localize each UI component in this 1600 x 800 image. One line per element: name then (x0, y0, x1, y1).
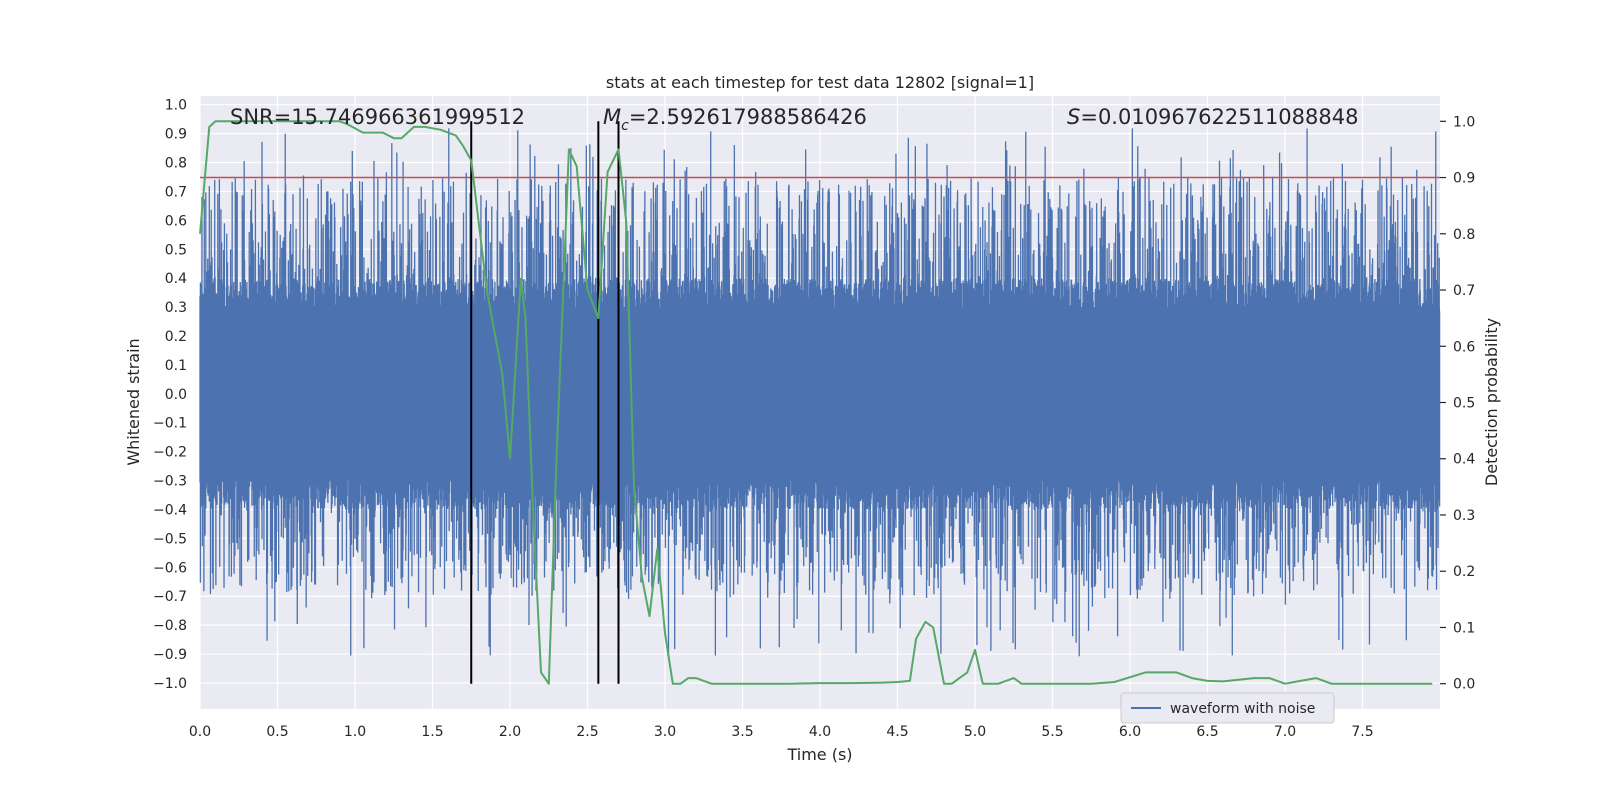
legend-box (1120, 692, 1335, 724)
s-symbol: S (1067, 105, 1080, 129)
probability-series (199, 120, 1433, 685)
x-tick-label: 4.0 (809, 724, 831, 740)
x-axis-title: Time (s) (786, 745, 852, 764)
y-tick-label-right: 0.9 (1453, 171, 1475, 187)
x-tick-label: 2.5 (576, 724, 598, 740)
x-tick-label: 6.0 (1119, 724, 1141, 740)
x-tick-label: 3.0 (654, 724, 676, 740)
waveform-core (200, 307, 1440, 481)
y-tick-label-right: 0.2 (1453, 564, 1475, 580)
y-tick-label-left: −0.6 (153, 560, 187, 576)
y-tick-label-left: 0.9 (165, 127, 187, 143)
x-tick-label: 6.5 (1196, 724, 1218, 740)
y-tick-label-left: −0.5 (153, 531, 187, 547)
chirp-mass-symbol: M (603, 105, 621, 129)
y-tick-label-left: 0.6 (165, 213, 187, 229)
y-tick-label-left: 0.1 (165, 358, 187, 374)
y-tick-label-left: 0.8 (165, 156, 187, 172)
x-tick-label: 3.5 (731, 724, 753, 740)
x-tick-label: 0.5 (266, 724, 288, 740)
y-tick-label-right: 0.0 (1453, 677, 1475, 693)
legend: waveform with noise (1120, 692, 1335, 724)
x-tick-label: 0.0 (189, 724, 211, 740)
y-tick-label-left: −0.3 (153, 474, 187, 490)
x-tick-label: 5.0 (964, 724, 986, 740)
y-tick-label-right: 0.3 (1453, 508, 1475, 524)
x-tick-label: 7.0 (1274, 724, 1296, 740)
y-tick-label-right: 0.5 (1453, 396, 1475, 412)
x-tick-label: 4.5 (886, 724, 908, 740)
y-tick-label-left: 0.3 (165, 300, 187, 316)
y-tick-label-right: 0.4 (1453, 452, 1475, 468)
y-tick-label-left: −0.2 (153, 445, 187, 461)
waveform-series (199, 128, 1441, 657)
y-tick-label-left: −0.9 (153, 647, 187, 663)
y-tick-label-right: 1.0 (1453, 114, 1475, 130)
y-ticks-left: 1.0 0.9 0.8 0.7 0.6 0.5 0.4 0.3 0.2 0.1 0.0 −0.1 −0.… (153, 98, 187, 692)
s-annotation: S=0.010967622511088848 (1067, 105, 1358, 129)
x-tick-label: 2.0 (499, 724, 521, 740)
y-tick-label-left: 0.4 (165, 271, 187, 287)
y-tick-label-left: −0.8 (153, 618, 187, 634)
chart-title: stats at each timestep for test data 128… (606, 73, 1034, 92)
y-tick-label-right: 0.7 (1453, 283, 1475, 299)
event-markers (470, 121, 620, 684)
chirp-mass-subscript: c (621, 118, 629, 134)
y-tick-label-left: 0.7 (165, 184, 187, 200)
y-axis-title-right: Detection probability (1482, 318, 1501, 486)
y-tick-label-left: −0.7 (153, 589, 187, 605)
y-tick-label-left: −1.0 (153, 676, 187, 692)
y-tick-label-left: 0.0 (165, 387, 187, 403)
y-tick-label-right: 0.6 (1453, 339, 1475, 355)
y-tick-label-left: −0.4 (153, 502, 187, 518)
snr-annotation: SNR=15.746966361999512 (230, 105, 525, 129)
chirp-mass-value: =2.592617988586426 (629, 105, 867, 129)
x-tick-label: 1.0 (344, 724, 366, 740)
y-tick-label-right: 0.1 (1453, 620, 1475, 636)
y-axis-title-left: Whitened strain (124, 338, 143, 465)
y-tick-label-left: 0.2 (165, 329, 187, 345)
chirp-mass-annotation: Mc=2.592617988586426 (603, 105, 867, 134)
y-tick-label-right: 0.8 (1453, 227, 1475, 243)
s-value: =0.010967622511088848 (1080, 105, 1358, 129)
x-ticks: 0.0 0.5 1.0 1.5 2.0 2.5 3.0 3.5 4.0 4.5 5.0 5.5 6.0 6… (189, 724, 1374, 740)
y-tick-label-left: 1.0 (165, 98, 187, 114)
x-tick-label: 1.5 (421, 724, 443, 740)
y-ticks-right: 1.0 0.9 0.8 0.7 0.6 0.5 0.4 0.3 0.2 0.1 0.0 (1440, 114, 1475, 693)
x-tick-label: 5.5 (1041, 724, 1063, 740)
y-tick-label-left: 0.5 (165, 242, 187, 258)
x-tick-label: 7.5 (1351, 724, 1373, 740)
y-tick-label-left: −0.1 (153, 416, 187, 432)
legend-label: waveform with noise (1170, 701, 1315, 717)
